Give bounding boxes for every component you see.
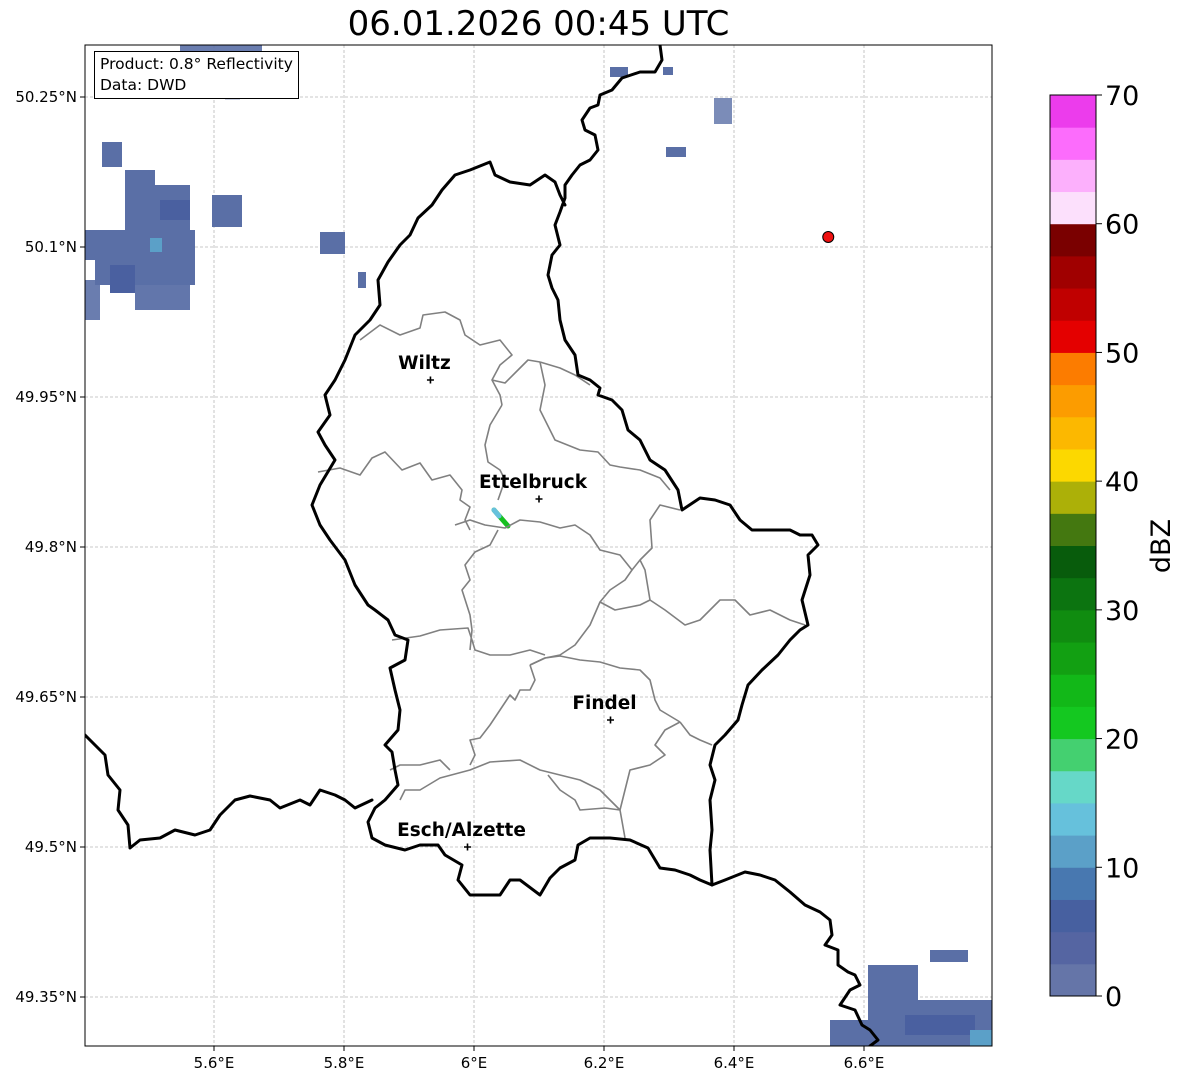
colorbar-segment — [1050, 867, 1096, 900]
lat-tick-label: 49.5°N — [25, 838, 77, 856]
lat-tick-label: 50.1°N — [25, 238, 77, 256]
city-label: Findel — [572, 693, 636, 714]
canton-borders — [317, 311, 806, 839]
colorbar-segment — [1050, 384, 1096, 418]
map-title: 06.01.2026 00:45 UTC — [347, 4, 730, 44]
lat-tick-label: 49.8°N — [25, 538, 77, 556]
product-info-box: Product: 0.8° Reflectivity Data: DWD — [94, 51, 299, 99]
colorbar-tick-label: 30 — [1105, 596, 1139, 627]
colorbar-segment — [1050, 127, 1096, 160]
colorbar-segment — [1050, 320, 1096, 353]
city-label: Wiltz — [398, 353, 451, 374]
colorbar-segment — [1050, 416, 1096, 450]
colorbar-tick-label: 20 — [1105, 725, 1139, 756]
axis-ticks — [80, 96, 865, 1051]
echo-southeast — [830, 950, 992, 1046]
product-text: Product: 0.8° Reflectivity — [100, 55, 293, 73]
colorbar-segment — [1050, 448, 1096, 482]
radar-site-marker — [822, 231, 835, 243]
radar-echoes — [85, 45, 992, 1046]
lon-tick-label: 6.2°E — [584, 1054, 625, 1072]
city-marker — [464, 843, 471, 851]
colorbar-frame — [1049, 94, 1097, 997]
lat-tick-label: 49.95°N — [15, 388, 77, 406]
city-marker — [607, 716, 614, 724]
colorbar-segment — [1050, 513, 1096, 546]
echo-northwest — [85, 142, 366, 320]
lat-tick-label: 49.65°N — [15, 688, 77, 706]
colorbar-segment — [1050, 191, 1096, 225]
colorbar-segment — [1050, 288, 1096, 321]
lon-tick-labels: 5.6°E 5.8°E 6°E 6.2°E 6.4°E 6.6°E — [194, 1054, 885, 1072]
colorbar-segment — [1050, 159, 1096, 193]
city-label: Esch/Alzette — [397, 820, 526, 841]
colorbar-tick-label: 10 — [1105, 853, 1139, 884]
colorbar-tick-label: 40 — [1105, 467, 1139, 498]
colorbar-segment — [1050, 352, 1096, 386]
colorbar-segment — [1050, 481, 1096, 514]
colorbar-segment — [1050, 609, 1096, 643]
lon-tick-label: 5.8°E — [324, 1054, 365, 1072]
colorbar-segment — [1050, 223, 1096, 257]
country-borders — [85, 45, 880, 1046]
france-belgium-border — [85, 733, 374, 850]
colorbar-segment — [1050, 674, 1096, 707]
colorbar-segment — [1050, 963, 1096, 997]
data-source-text: Data: DWD — [100, 76, 187, 94]
colorbar-segment — [1050, 95, 1096, 128]
city-markers: Wiltz Ettelbruck Findel Esch/Alzette — [397, 353, 637, 851]
city-marker — [426, 376, 434, 384]
city-marker — [535, 495, 543, 503]
colorbar-segment — [1050, 545, 1096, 579]
colorbar-segment — [1050, 738, 1096, 772]
colorbar: 0 10 20 30 40 50 60 70 — [1049, 81, 1139, 1013]
echo-centre — [491, 507, 511, 529]
lon-tick-label: 6.6°E — [844, 1054, 885, 1072]
colorbar-segment — [1050, 899, 1096, 933]
colorbar-label: dBZ — [1146, 519, 1177, 573]
colorbar-segment — [1050, 642, 1096, 675]
luxembourg-border — [310, 45, 820, 897]
colorbar-segment — [1050, 770, 1096, 804]
colorbar-segment — [1050, 802, 1096, 836]
lat-tick-label: 50.25°N — [15, 88, 77, 106]
lon-tick-label: 6.4°E — [714, 1054, 755, 1072]
colorbar-tick-label: 50 — [1105, 338, 1139, 369]
colorbar-tick-label: 70 — [1105, 81, 1139, 112]
plot-frame — [84, 44, 993, 1047]
colorbar-segment — [1050, 835, 1096, 868]
city-label: Ettelbruck — [479, 472, 588, 493]
lon-tick-label: 6°E — [461, 1054, 488, 1072]
lat-tick-label: 49.35°N — [15, 988, 77, 1006]
colorbar-segment — [1050, 577, 1096, 611]
lon-tick-label: 5.6°E — [194, 1054, 235, 1072]
germany-france-border — [710, 870, 880, 1046]
colorbar-tick-label: 0 — [1105, 982, 1122, 1013]
colorbar-tick-label: 60 — [1105, 210, 1139, 241]
colorbar-segment — [1050, 255, 1096, 289]
lat-tick-labels: 50.25°N 50.1°N 49.95°N 49.8°N 49.65°N 49… — [15, 88, 77, 1006]
colorbar-segment — [1050, 706, 1096, 740]
colorbar-segment — [1050, 931, 1096, 965]
